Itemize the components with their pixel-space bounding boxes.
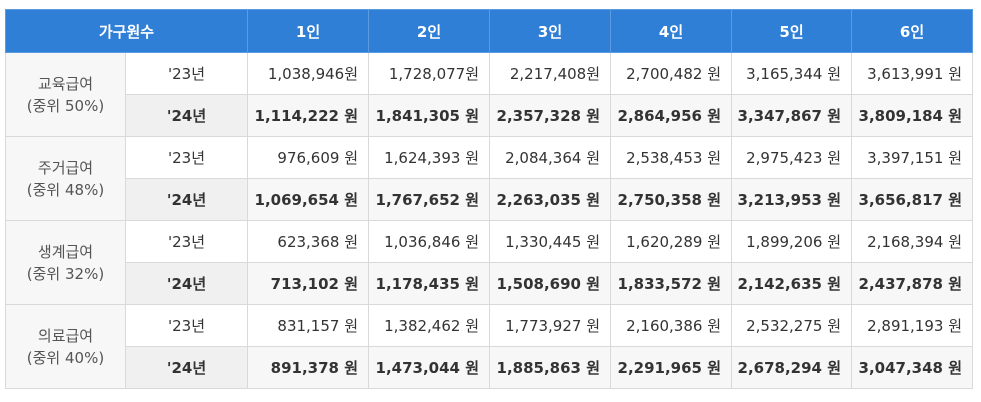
value-cell: 3,213,953 원 xyxy=(731,178,853,221)
value-cell: 713,102 원 xyxy=(247,262,370,305)
year-cell: '24년 xyxy=(124,346,249,389)
group-cell-education: 교육급여 (중위 50%) xyxy=(5,52,126,137)
value-cell: 1,382,462 원 xyxy=(368,304,491,347)
value-cell: 3,613,991 원 xyxy=(851,52,974,95)
value-cell: 3,165,344 원 xyxy=(731,52,853,95)
group-name: 교육급여 xyxy=(37,74,94,93)
value-cell: 2,357,328 원 xyxy=(489,94,612,137)
value-cell: 2,084,364 원 xyxy=(489,136,612,179)
table-row: 교육급여 (중위 50%) '23년 1,038,946원 1,728,077원… xyxy=(5,52,974,137)
header-6-person: 6인 xyxy=(851,9,974,53)
benefit-table: 가구원수 1인 2인 3인 4인 5인 6인 교육급여 (중위 50%) '23… xyxy=(4,9,974,389)
header-household-size: 가구원수 xyxy=(4,9,249,53)
table-row: '24년 713,102 원 1,178,435 원 1,508,690 원 1… xyxy=(6,262,974,305)
value-cell: 2,142,635 원 xyxy=(731,262,853,305)
value-cell: 1,841,305 원 xyxy=(368,94,491,137)
header-row: 가구원수 1인 2인 3인 4인 5인 6인 xyxy=(4,9,974,53)
group-sub: (중위 40%) xyxy=(26,348,105,367)
value-cell: 2,750,358 원 xyxy=(610,178,733,221)
year-cell: '23년 xyxy=(124,136,249,179)
value-cell: 2,160,386 원 xyxy=(610,304,733,347)
table-row: '24년 1,114,222 원 1,841,305 원 2,357,328 원… xyxy=(6,94,974,137)
year-cell: '24년 xyxy=(124,262,249,305)
value-cell: 2,437,878 원 xyxy=(851,262,974,305)
value-cell: 1,899,206 원 xyxy=(731,220,853,263)
group-name: 의료급여 xyxy=(37,326,94,345)
value-cell: 623,368 원 xyxy=(247,220,370,263)
header-2-person: 2인 xyxy=(368,9,491,53)
group-sub: (중위 32%) xyxy=(26,264,105,283)
value-cell: 2,291,965 원 xyxy=(610,346,733,389)
value-cell: 3,656,817 원 xyxy=(851,178,974,221)
year-cell: '23년 xyxy=(124,304,249,347)
value-cell: 831,157 원 xyxy=(247,304,370,347)
value-cell: 2,217,408원 xyxy=(489,52,612,95)
group-cell-housing: 주거급여 (중위 48%) xyxy=(5,136,126,221)
value-cell: 1,038,946원 xyxy=(247,52,370,95)
group-cell-livelihood: 생계급여 (중위 32%) xyxy=(5,220,126,305)
value-cell: 2,975,423 원 xyxy=(731,136,853,179)
value-cell: 2,538,453 원 xyxy=(610,136,733,179)
value-cell: 2,864,956 원 xyxy=(610,94,733,137)
table-row: 주거급여 (중위 48%) '23년 976,609 원 1,624,393 원… xyxy=(5,136,974,221)
table-row: 의료급여 (중위 40%) '23년 831,157 원 1,382,462 원… xyxy=(5,304,974,389)
value-cell: 1,114,222 원 xyxy=(247,94,370,137)
year-cell: '23년 xyxy=(124,52,249,95)
value-cell: 2,532,275 원 xyxy=(731,304,853,347)
value-cell: 1,473,044 원 xyxy=(368,346,491,389)
header-1-person: 1인 xyxy=(247,9,370,53)
value-cell: 1,069,654 원 xyxy=(247,178,370,221)
value-cell: 3,809,184 원 xyxy=(851,94,974,137)
value-cell: 1,885,863 원 xyxy=(489,346,612,389)
value-cell: 1,833,572 원 xyxy=(610,262,733,305)
table-row: 생계급여 (중위 32%) '23년 623,368 원 1,036,846 원… xyxy=(5,220,974,305)
value-cell: 2,891,193 원 xyxy=(851,304,974,347)
value-cell: 1,624,393 원 xyxy=(368,136,491,179)
value-cell: 1,508,690 원 xyxy=(489,262,612,305)
header-5-person: 5인 xyxy=(731,9,853,53)
group-sub: (중위 50%) xyxy=(26,96,105,115)
value-cell: 1,773,927 원 xyxy=(489,304,612,347)
value-cell: 1,178,435 원 xyxy=(368,262,491,305)
value-cell: 2,168,394 원 xyxy=(851,220,974,263)
value-cell: 2,700,482 원 xyxy=(610,52,733,95)
value-cell: 3,397,151 원 xyxy=(851,136,974,179)
value-cell: 891,378 원 xyxy=(247,346,370,389)
year-cell: '23년 xyxy=(124,220,249,263)
group-sub: (중위 48%) xyxy=(26,180,105,199)
table-row: '24년 891,378 원 1,473,044 원 1,885,863 원 2… xyxy=(6,346,974,389)
benefit-table-container: 가구원수 1인 2인 3인 4인 5인 6인 교육급여 (중위 50%) '23… xyxy=(4,9,974,389)
value-cell: 1,330,445 원 xyxy=(489,220,612,263)
table-row: '24년 1,069,654 원 1,767,652 원 2,263,035 원… xyxy=(6,178,974,221)
value-cell: 3,047,348 원 xyxy=(851,346,974,389)
year-cell: '24년 xyxy=(124,178,249,221)
year-cell: '24년 xyxy=(124,94,249,137)
value-cell: 2,678,294 원 xyxy=(731,346,853,389)
group-name: 주거급여 xyxy=(37,158,94,177)
value-cell: 1,620,289 원 xyxy=(610,220,733,263)
group-cell-medical: 의료급여 (중위 40%) xyxy=(5,304,126,389)
value-cell: 1,767,652 원 xyxy=(368,178,491,221)
value-cell: 1,036,846 원 xyxy=(368,220,491,263)
value-cell: 3,347,867 원 xyxy=(731,94,853,137)
value-cell: 2,263,035 원 xyxy=(489,178,612,221)
group-name: 생계급여 xyxy=(37,242,94,261)
value-cell: 1,728,077원 xyxy=(368,52,491,95)
header-3-person: 3인 xyxy=(489,9,612,53)
header-4-person: 4인 xyxy=(610,9,733,53)
value-cell: 976,609 원 xyxy=(247,136,370,179)
